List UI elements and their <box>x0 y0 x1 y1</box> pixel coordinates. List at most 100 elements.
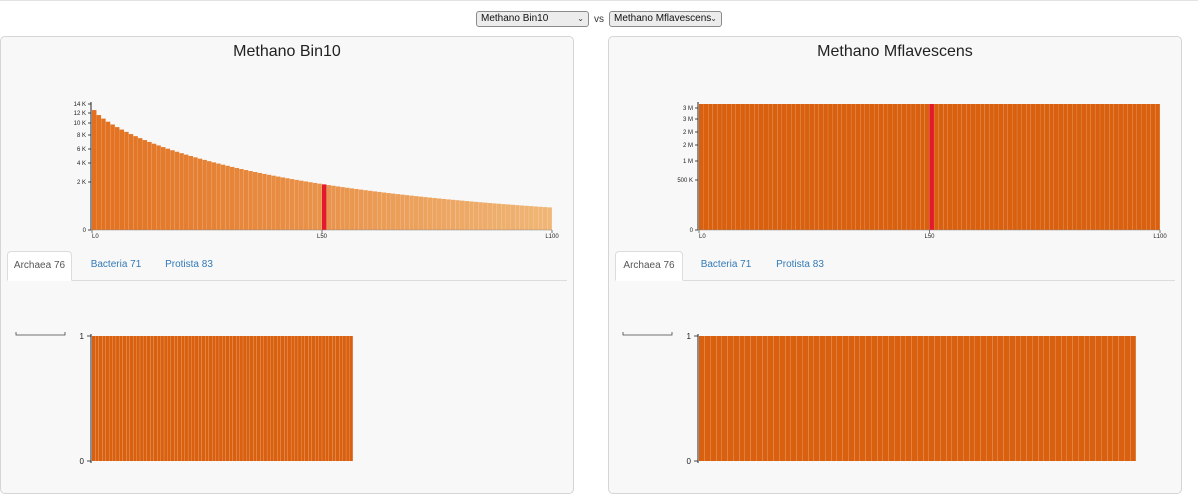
y-tick-label: 500 K <box>677 178 693 184</box>
contig-bar <box>994 104 999 230</box>
contig-bar <box>519 205 525 230</box>
marker-bar <box>1090 336 1096 461</box>
marker-bar <box>1061 336 1067 461</box>
contig-bar <box>901 104 907 230</box>
contig-bar <box>1081 104 1087 230</box>
contig-bar <box>340 187 345 230</box>
tab-bacteria[interactable]: Bacteria 71 <box>700 259 752 270</box>
contig-bar <box>345 187 350 230</box>
contig-bar <box>929 104 934 230</box>
x-tick-label: L50 <box>924 234 935 240</box>
tab-bacteria[interactable]: Bacteria 71 <box>90 259 142 270</box>
marker-bar <box>727 336 734 461</box>
contig-bar <box>276 176 281 230</box>
marker-bar <box>1078 336 1085 461</box>
contig-bar <box>984 104 990 230</box>
marker-bar <box>287 336 291 461</box>
marker-bar <box>301 336 305 461</box>
contig-bar <box>814 104 819 230</box>
contig-bar <box>377 191 382 230</box>
contig-bar <box>754 104 759 230</box>
marker-bar <box>745 336 751 461</box>
marker-bar <box>277 336 281 461</box>
y-tick-label: 1 M <box>683 159 693 165</box>
marker-bar <box>1015 336 1021 461</box>
contig-bar <box>133 136 138 230</box>
contig-bar <box>418 196 424 230</box>
marker-bar <box>116 336 120 461</box>
tab-protista[interactable]: Protista 83 <box>776 259 824 270</box>
contig-bar <box>234 167 240 230</box>
contig-bar <box>92 110 97 230</box>
contig-bar <box>299 180 304 230</box>
contig-bar <box>391 193 396 230</box>
right-genome-select[interactable]: Methano Mflavescens ⌄ <box>609 11 722 27</box>
marker-bar <box>986 336 993 461</box>
contig-bar <box>874 104 879 230</box>
contig-bar <box>368 190 373 230</box>
contig-bar <box>506 204 511 230</box>
contig-bar <box>128 134 134 230</box>
contig-bar <box>878 104 884 230</box>
contig-bar <box>161 147 166 230</box>
marker-bar <box>256 336 261 461</box>
contig-bar <box>818 104 824 230</box>
contig-bar <box>786 104 792 230</box>
marker-bar <box>1026 336 1033 461</box>
right-genome-select-value: Methano Mflavescens <box>614 13 712 24</box>
contig-bar <box>358 189 364 230</box>
marker-bar <box>865 336 872 461</box>
contig-bar <box>220 164 226 230</box>
contig-bar <box>193 157 198 230</box>
y-tick-label: 8 K <box>77 133 86 139</box>
marker-bar <box>150 336 154 461</box>
contig-bar <box>257 172 263 230</box>
tab-bar: Archaea 76 Bacteria 71 Protista 83 <box>7 251 567 281</box>
contig-bar <box>147 141 152 230</box>
marker-bar <box>946 336 952 461</box>
contig-bar <box>938 104 944 230</box>
marker-bar <box>322 336 326 461</box>
contig-bar <box>1155 104 1160 230</box>
marker-bar <box>1009 336 1016 461</box>
contig-bar <box>781 104 787 230</box>
contig-bar <box>809 104 815 230</box>
marker-bar <box>308 336 312 461</box>
marker-bar <box>779 336 786 461</box>
contig-bar <box>722 104 727 230</box>
marker-bar <box>900 336 906 461</box>
marker-bar <box>1049 336 1056 461</box>
marker-bar <box>102 336 106 461</box>
marker-bar <box>911 336 918 461</box>
contig-bar <box>712 104 718 230</box>
contig-bar <box>975 104 981 230</box>
tab-archaea[interactable]: Archaea 76 <box>615 251 683 281</box>
contig-bar <box>248 171 253 230</box>
tab-protista[interactable]: Protista 83 <box>165 259 213 270</box>
marker-bar <box>819 336 826 461</box>
contig-bar <box>699 104 704 230</box>
contig-bar <box>1127 104 1133 230</box>
left-genome-select[interactable]: Methano Bin10 ⌄ <box>476 11 589 27</box>
marker-bar <box>940 336 947 461</box>
marker-bar <box>888 336 895 461</box>
marker-bar <box>883 336 889 461</box>
marker-bar <box>1130 336 1136 461</box>
contig-bar <box>119 129 125 230</box>
marker-bar <box>952 336 958 461</box>
tab-archaea[interactable]: Archaea 76 <box>7 251 72 281</box>
contig-bar <box>911 104 916 230</box>
marker-bar <box>1003 336 1010 461</box>
contig-bar <box>124 131 129 230</box>
marker-bar <box>215 336 219 461</box>
contig-bar <box>800 104 805 230</box>
contig-bar <box>529 206 534 230</box>
contig-bar <box>735 104 741 230</box>
marker-bar <box>184 336 188 461</box>
marker-bar <box>253 336 257 461</box>
marker-bar <box>177 336 182 461</box>
marker-bar <box>122 336 127 461</box>
marker-bar <box>146 336 151 461</box>
contig-bar <box>906 104 911 230</box>
marker-bar <box>294 336 298 461</box>
